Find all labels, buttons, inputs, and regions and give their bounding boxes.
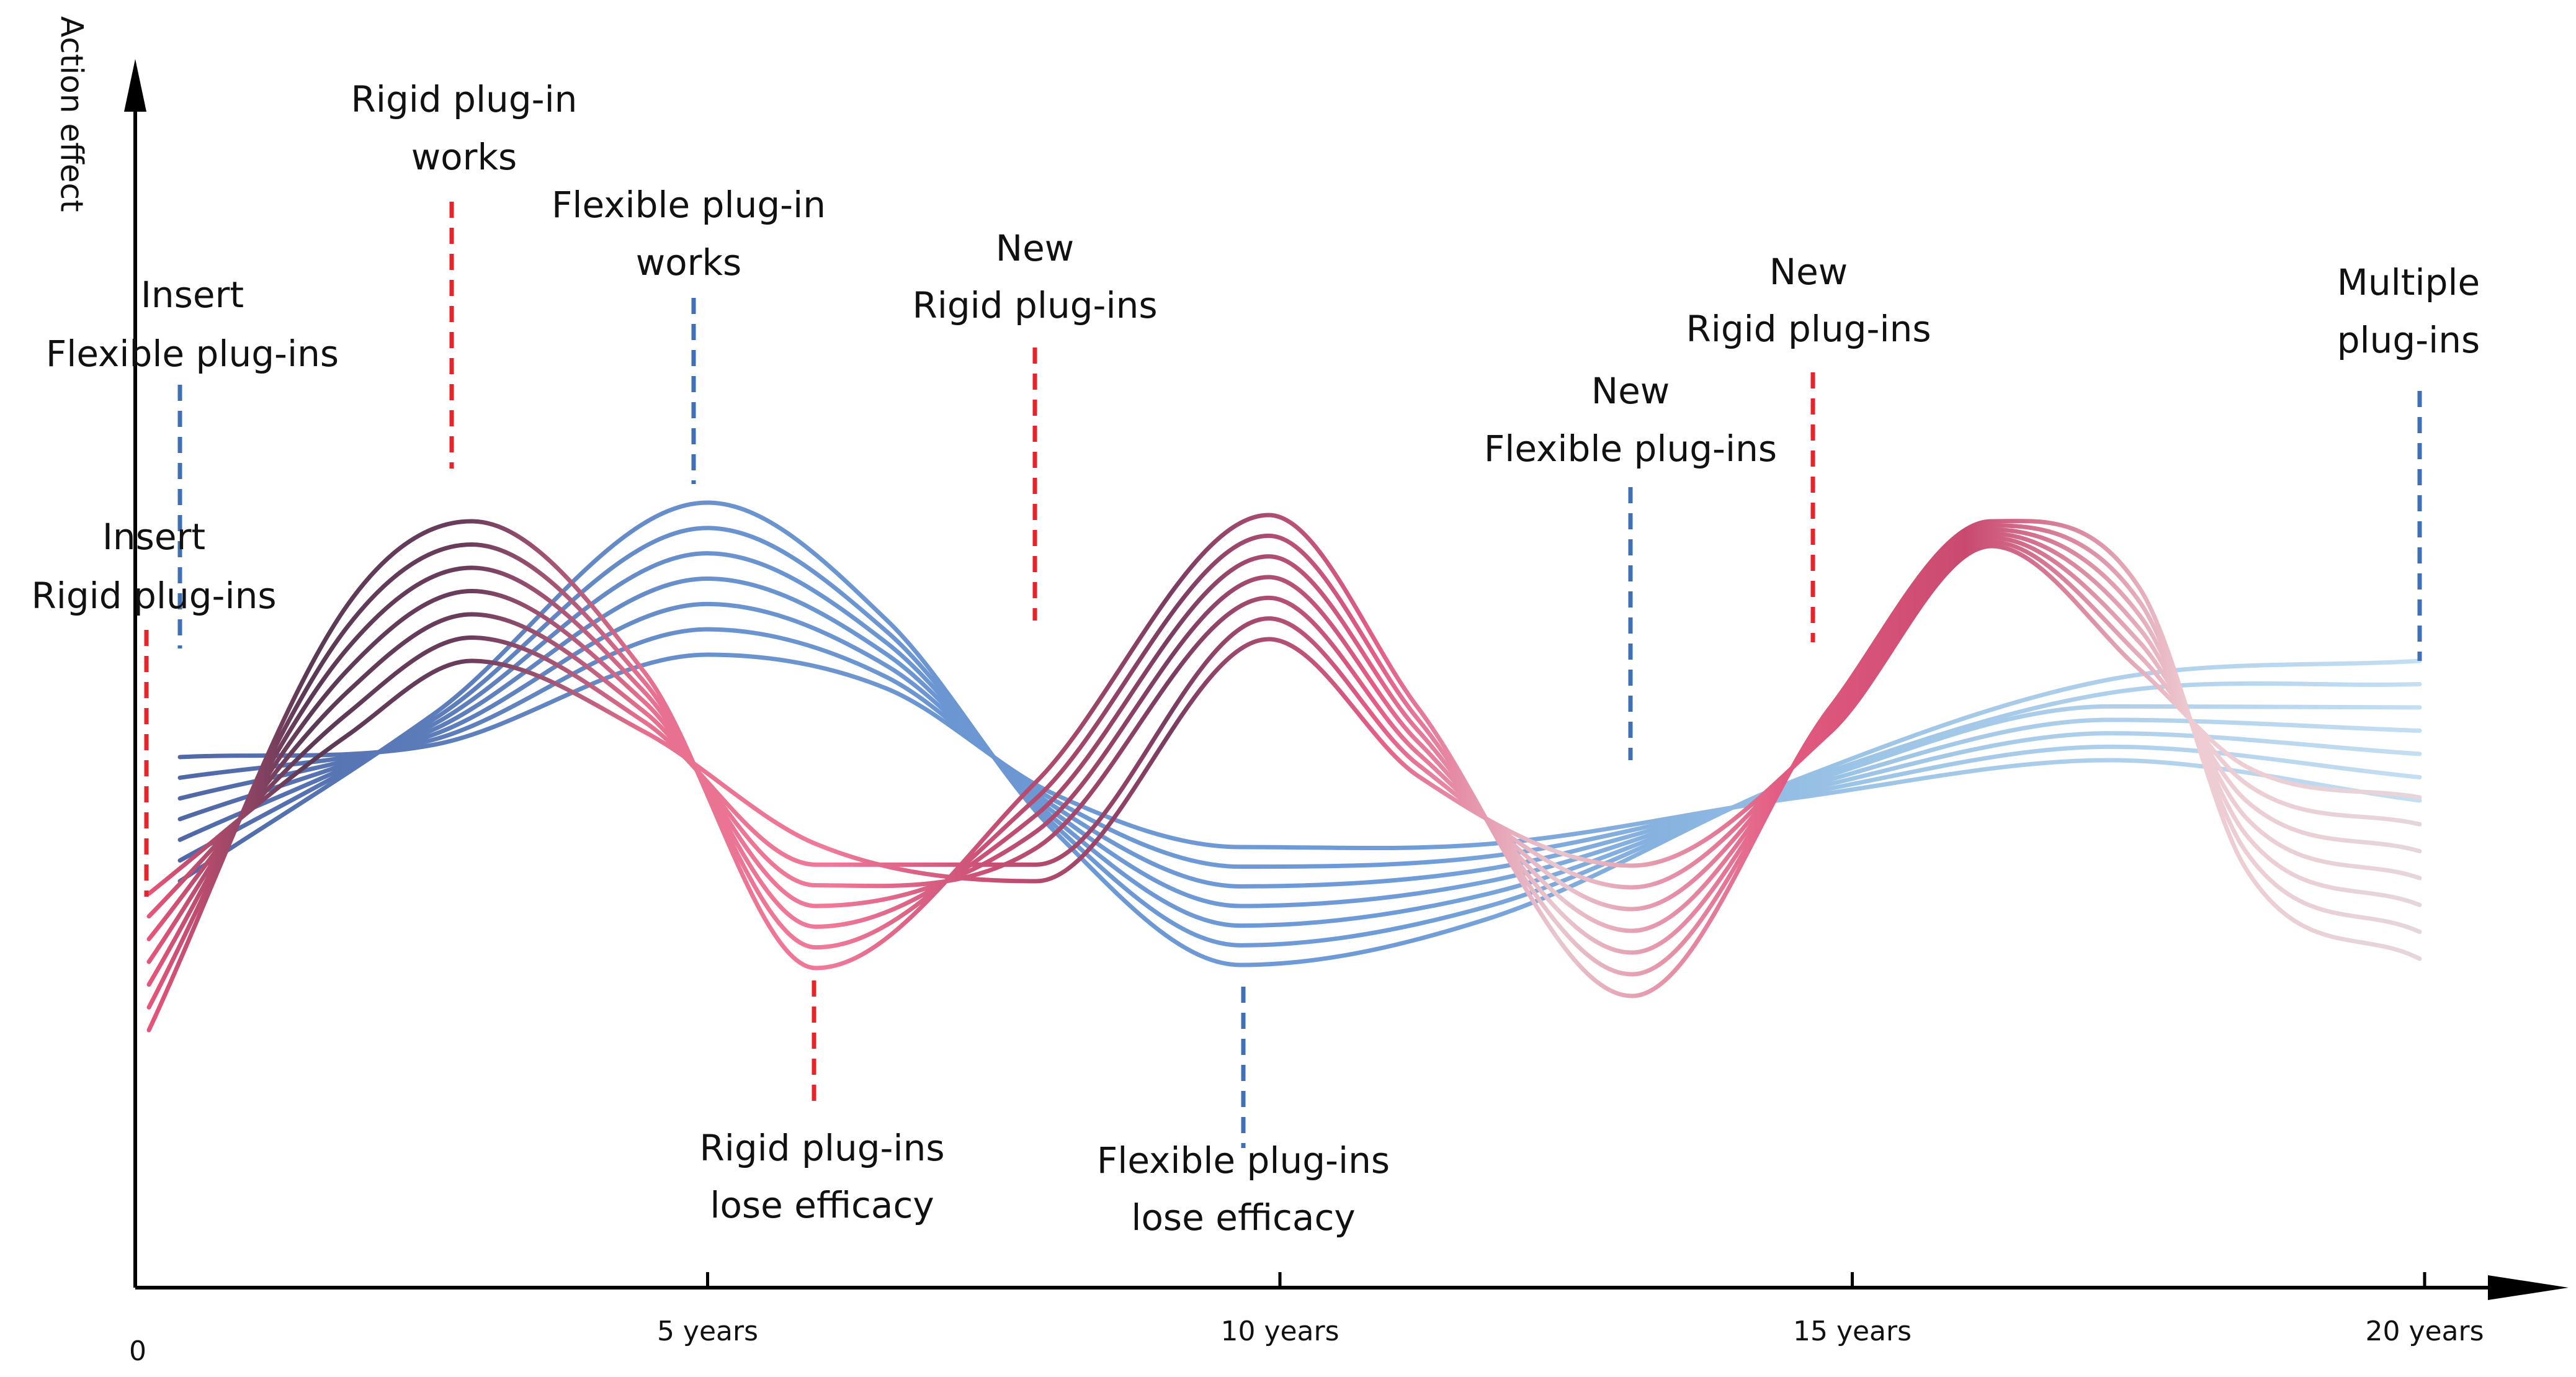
new-rigid-1-label-line-1: New — [996, 227, 1075, 269]
y-axis-label: Action effect — [54, 16, 90, 212]
new-flexible-label-line-2: Flexible plug-ins — [1484, 428, 1777, 470]
flexible-lose-label-line-2: lose efficacy — [1131, 1196, 1355, 1239]
rigid-works-label-line-1: Rigid plug-in — [351, 78, 578, 120]
new-rigid-2-label-line-1: New — [1769, 251, 1848, 293]
rigid-curve-7 — [146, 544, 2422, 896]
tick-label-t10: 10 years — [1220, 1316, 1339, 1347]
flexible-curve-1 — [177, 500, 2422, 967]
new-rigid-1-label-line-2: Rigid plug-ins — [912, 284, 1157, 326]
flexible-curve-3 — [177, 551, 2422, 928]
new-flexible-label-line-1: New — [1591, 370, 1670, 412]
flexible-lose-label-line-1: Flexible plug-ins — [1097, 1139, 1390, 1182]
tick-label-t0: 0 — [129, 1335, 146, 1367]
rigid-curve-2 — [146, 523, 2422, 1010]
rigid-curve-6 — [146, 539, 2422, 919]
flexible-works-label-line-1: Flexible plug-in — [552, 184, 826, 226]
tick-label-t5: 5 years — [657, 1316, 758, 1347]
x-axis-ticks: 0 5 years 10 years 15 years 20 years — [129, 1272, 2484, 1367]
rigid-curve-1 — [146, 513, 2422, 1033]
rigid-curve-4 — [146, 531, 2422, 964]
flexible-curve-5 — [177, 601, 2422, 889]
new-rigid-2-label-line-2: Rigid plug-ins — [1686, 308, 1931, 350]
annotation-labels: Insert Rigid plug-ins Insert Flexible plug-… — [31, 78, 2480, 1239]
multiple-label-line-1: Multiple — [2337, 261, 2480, 303]
flexible-curve-4 — [177, 576, 2422, 908]
tick-label-t20: 20 years — [2365, 1316, 2484, 1347]
insert-rigid-label-line-1: Insert — [102, 516, 205, 558]
flexible-curve-2 — [177, 526, 2422, 948]
flexible-curve-6 — [177, 627, 2422, 869]
flexible-curve-7 — [177, 652, 2422, 851]
insert-flexible-label-line-2: Flexible plug-ins — [46, 333, 339, 375]
multiple-label-line-2: plug-ins — [2337, 319, 2480, 361]
insert-flexible-label-line-1: Insert — [141, 274, 244, 316]
rigid-curve-3 — [146, 527, 2422, 987]
rigid-works-label-line-2: works — [411, 136, 517, 178]
flexible-plugin-curves — [177, 500, 2422, 967]
tick-label-t15: 15 years — [1793, 1316, 1912, 1347]
insert-rigid-label-line-2: Rigid plug-ins — [31, 575, 276, 617]
axes — [124, 59, 2569, 1300]
rigid-lose-label-line-1: Rigid plug-ins — [699, 1127, 944, 1169]
rigid-plugin-curves — [146, 513, 2422, 1033]
rigid-lose-label-line-2: lose efficacy — [710, 1184, 934, 1226]
annotation-markers — [144, 202, 2422, 1148]
flexible-works-label-line-2: works — [636, 241, 742, 284]
y-axis-arrow — [124, 59, 146, 112]
x-axis-arrow — [2488, 1275, 2569, 1300]
rigid-curve-5 — [146, 536, 2422, 941]
